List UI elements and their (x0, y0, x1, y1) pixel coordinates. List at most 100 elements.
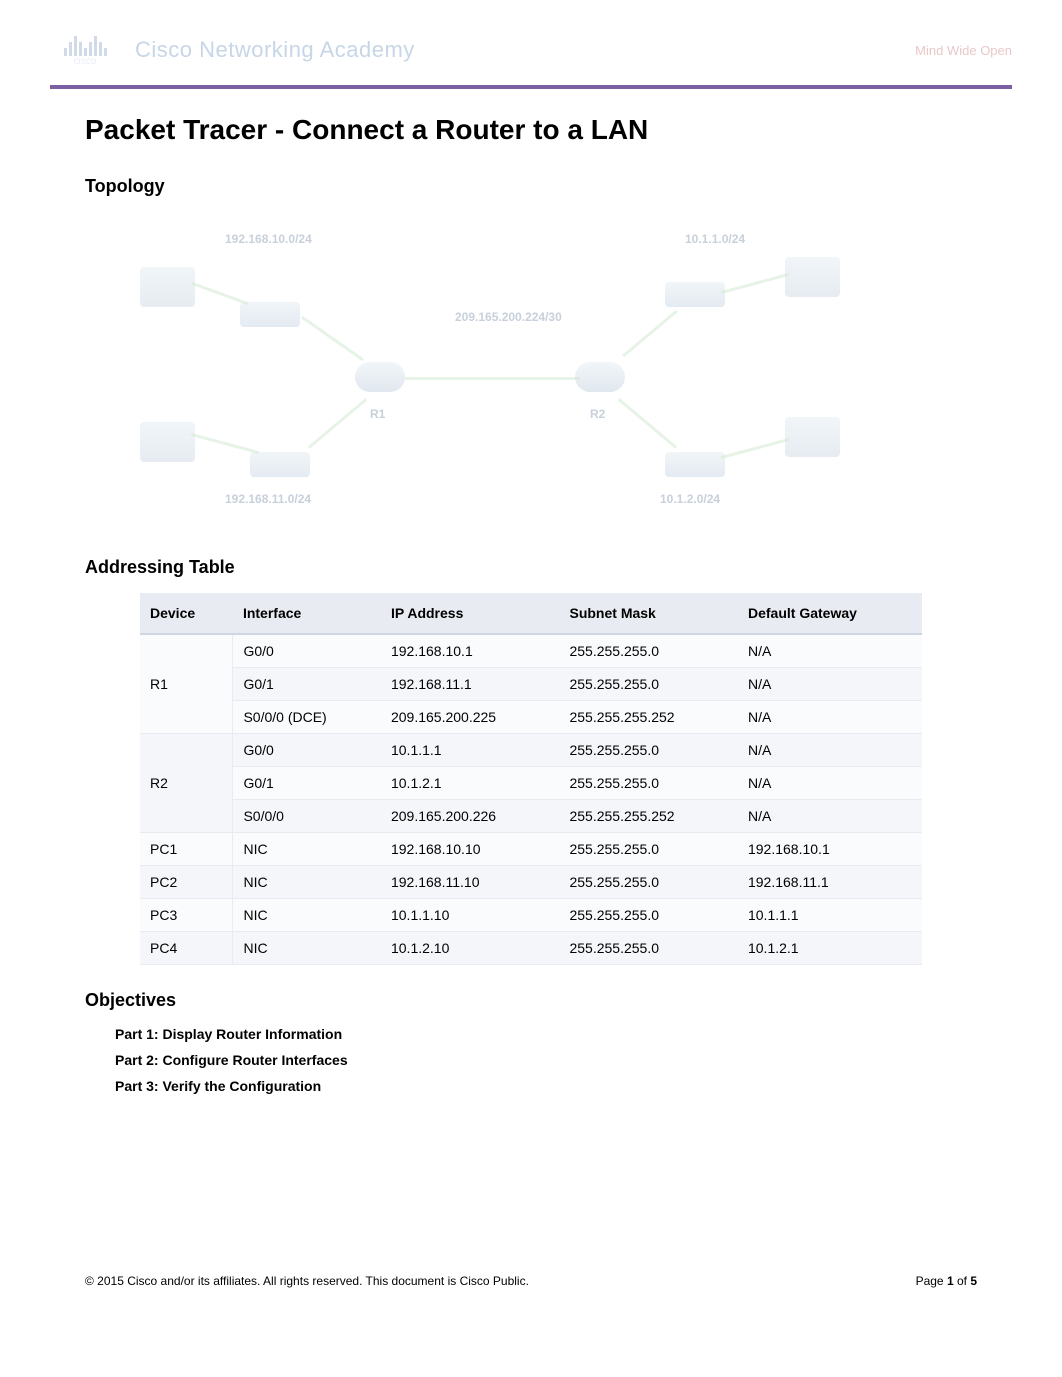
cell-mask: 255.255.255.0 (559, 833, 738, 866)
header-bar: cisco Cisco Networking Academy Mind Wide… (50, 20, 1012, 89)
cell-device: R1 (140, 634, 233, 734)
cell-device: PC3 (140, 899, 233, 932)
topo-r2-label: R2 (590, 407, 605, 421)
page-total: 5 (970, 1274, 977, 1288)
pc-icon (785, 257, 840, 297)
table-row: PC2NIC192.168.11.10255.255.255.0192.168.… (140, 866, 922, 899)
pc-icon (785, 417, 840, 457)
cisco-logo-text: cisco (74, 56, 97, 67)
col-ip: IP Address (381, 593, 560, 634)
cell-ip: 209.165.200.225 (381, 701, 560, 734)
cell-interface: NIC (233, 932, 381, 965)
cisco-logo-bars (64, 34, 107, 56)
topo-wan-label: 209.165.200.224/30 (455, 310, 562, 324)
topo-link (405, 377, 580, 380)
cell-gw: N/A (738, 734, 922, 767)
switch-icon (250, 452, 310, 477)
switch-icon (665, 282, 725, 307)
table-header-row: Device Interface IP Address Subnet Mask … (140, 593, 922, 634)
objective-item: Part 1: Display Router Information (115, 1026, 1012, 1042)
cell-gw: N/A (738, 767, 922, 800)
cell-device: PC4 (140, 932, 233, 965)
cell-device: PC1 (140, 833, 233, 866)
cell-device: R2 (140, 734, 233, 833)
cell-ip: 192.168.11.1 (381, 668, 560, 701)
page-label-mid: of (954, 1274, 971, 1288)
topology-diagram: 192.168.10.0/24 10.1.1.0/24 209.165.200.… (85, 212, 977, 532)
cisco-logo: cisco (50, 30, 120, 70)
cell-device: PC2 (140, 866, 233, 899)
col-mask: Subnet Mask (559, 593, 738, 634)
logo-section: cisco Cisco Networking Academy (50, 30, 415, 70)
addressing-table-wrap: Device Interface IP Address Subnet Mask … (140, 593, 922, 965)
page-title: Packet Tracer - Connect a Router to a LA… (85, 114, 1012, 146)
cell-interface: NIC (233, 866, 381, 899)
pc-icon (140, 422, 195, 462)
objectives-list: Part 1: Display Router Information Part 2… (115, 1026, 1012, 1094)
topo-net-label: 10.1.2.0/24 (660, 492, 720, 506)
cell-mask: 255.255.255.0 (559, 734, 738, 767)
cell-interface: G0/1 (233, 767, 381, 800)
cell-mask: 255.255.255.0 (559, 899, 738, 932)
cell-interface: G0/0 (233, 634, 381, 668)
topo-net-label: 192.168.10.0/24 (225, 232, 312, 246)
cell-gw: N/A (738, 701, 922, 734)
switch-icon (240, 302, 300, 327)
cell-mask: 255.255.255.252 (559, 701, 738, 734)
cell-ip: 192.168.10.10 (381, 833, 560, 866)
col-interface: Interface (233, 593, 381, 634)
copyright-text: © 2015 Cisco and/or its affiliates. All … (85, 1274, 529, 1288)
cell-gw: 10.1.1.1 (738, 899, 922, 932)
cell-gw: N/A (738, 634, 922, 668)
topo-link (191, 433, 259, 454)
cell-interface: NIC (233, 899, 381, 932)
page-current: 1 (947, 1274, 954, 1288)
router-icon (575, 362, 625, 392)
col-gateway: Default Gateway (738, 593, 922, 634)
section-objectives-heading: Objectives (85, 990, 1012, 1011)
cell-gw: N/A (738, 668, 922, 701)
table-row: G0/110.1.2.1255.255.255.0N/A (140, 767, 922, 800)
topo-link (191, 282, 248, 305)
topo-net-label: 192.168.11.0/24 (225, 492, 311, 506)
cell-ip: 192.168.10.1 (381, 634, 560, 668)
topo-link (721, 438, 789, 459)
cell-interface: S0/0/0 (DCE) (233, 701, 381, 734)
cell-gw: N/A (738, 800, 922, 833)
objective-item: Part 3: Verify the Configuration (115, 1078, 1012, 1094)
cell-ip: 192.168.11.10 (381, 866, 560, 899)
cell-ip: 10.1.2.10 (381, 932, 560, 965)
router-icon (355, 362, 405, 392)
table-row: S0/0/0 (DCE)209.165.200.225255.255.255.2… (140, 701, 922, 734)
cell-mask: 255.255.255.0 (559, 866, 738, 899)
cell-ip: 10.1.1.10 (381, 899, 560, 932)
addressing-table-body: R1G0/0192.168.10.1255.255.255.0N/AG0/119… (140, 634, 922, 965)
addressing-table: Device Interface IP Address Subnet Mask … (140, 593, 922, 965)
cell-interface: S0/0/0 (233, 800, 381, 833)
pc-icon (140, 267, 195, 307)
section-topology-heading: Topology (85, 176, 1012, 197)
table-row: R2G0/010.1.1.1255.255.255.0N/A (140, 734, 922, 767)
table-row: PC1NIC192.168.10.10255.255.255.0192.168.… (140, 833, 922, 866)
cell-mask: 255.255.255.252 (559, 800, 738, 833)
cell-ip: 209.165.200.226 (381, 800, 560, 833)
topo-r1-label: R1 (370, 407, 385, 421)
table-row: PC4NIC10.1.2.10255.255.255.010.1.2.1 (140, 932, 922, 965)
table-row: PC3NIC10.1.1.10255.255.255.010.1.1.1 (140, 899, 922, 932)
topo-link (618, 398, 677, 449)
switch-icon (665, 452, 725, 477)
footer: © 2015 Cisco and/or its affiliates. All … (50, 1274, 1012, 1288)
cell-mask: 255.255.255.0 (559, 668, 738, 701)
section-addressing-heading: Addressing Table (85, 557, 1012, 578)
cell-gw: 192.168.10.1 (738, 833, 922, 866)
topo-link (721, 273, 789, 294)
topo-net-label: 10.1.1.0/24 (685, 232, 745, 246)
page-label-pre: Page (916, 1274, 947, 1288)
table-row: S0/0/0209.165.200.226255.255.255.252N/A (140, 800, 922, 833)
cell-gw: 192.168.11.1 (738, 866, 922, 899)
objective-item: Part 2: Configure Router Interfaces (115, 1052, 1012, 1068)
col-device: Device (140, 593, 233, 634)
cell-gw: 10.1.2.1 (738, 932, 922, 965)
cell-mask: 255.255.255.0 (559, 634, 738, 668)
cell-ip: 10.1.2.1 (381, 767, 560, 800)
